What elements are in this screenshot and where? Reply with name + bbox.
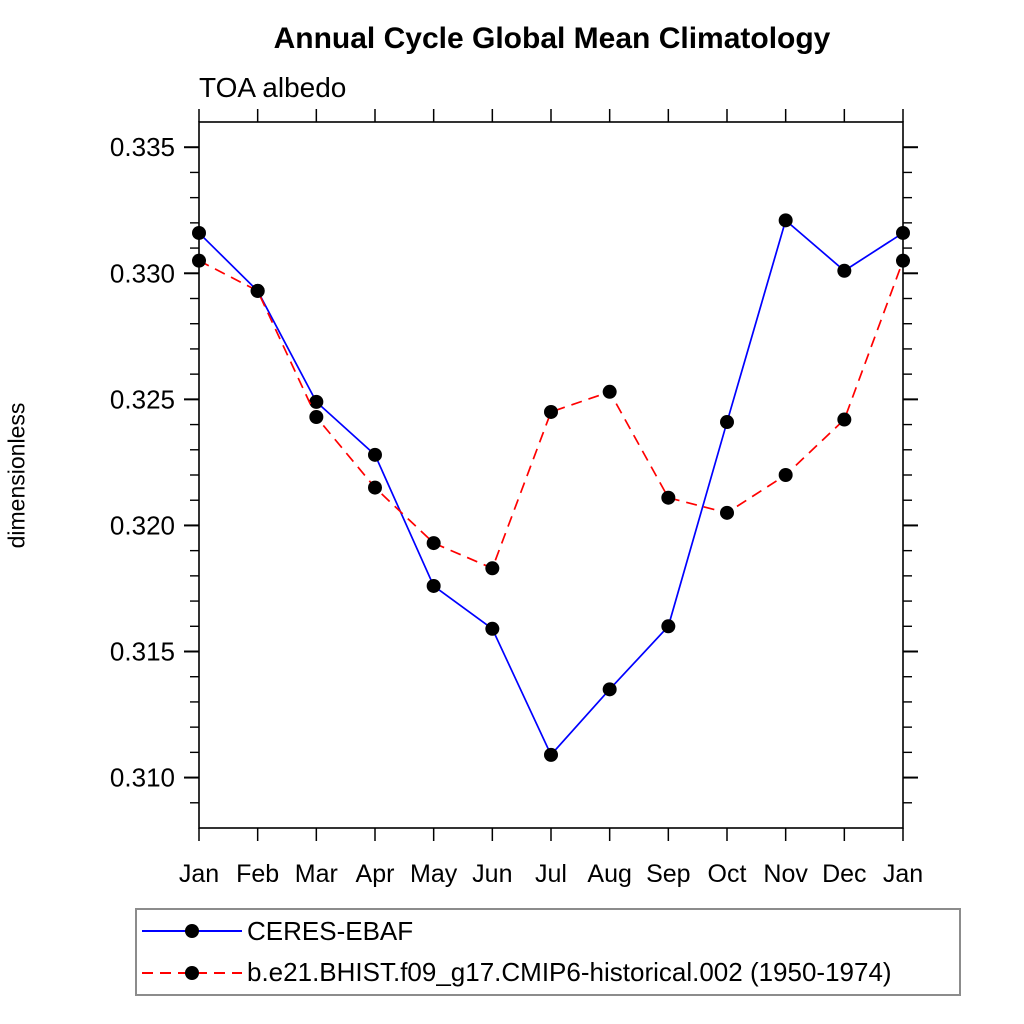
legend-label: CERES-EBAF (247, 915, 414, 946)
data-point-marker (309, 410, 324, 425)
x-tick-label: Jun (472, 860, 512, 888)
chart-title: Annual Cycle Global Mean Climatology (273, 22, 831, 55)
data-point-marker (192, 253, 206, 268)
x-tick-label: Apr (356, 860, 395, 888)
legend-swatch-dashed-line-icon (142, 965, 242, 980)
chart-subtitle: TOA albedo (199, 72, 347, 103)
data-point-marker (309, 394, 324, 409)
data-point-marker (426, 536, 441, 551)
data-point-marker (896, 225, 910, 240)
x-tick-label: Jan (883, 860, 923, 888)
data-point-marker (778, 468, 793, 482)
data-point-marker (661, 490, 676, 505)
data-point-marker (837, 263, 852, 278)
data-point-marker (837, 412, 852, 427)
data-point-marker (544, 747, 558, 762)
x-tick-label: Jan (179, 860, 219, 888)
y-tick-label: 0.330 (110, 258, 175, 288)
legend-item-ceres-ebaf: CERES-EBAF (137, 911, 959, 951)
x-tick-label: Aug (587, 860, 631, 888)
y-tick-label: 0.315 (110, 637, 175, 667)
data-point-marker (368, 447, 382, 462)
y-tick-label: 0.335 (110, 132, 175, 162)
y-tick-label: 0.310 (110, 763, 175, 793)
data-point-marker (485, 621, 500, 636)
data-point-marker (720, 415, 734, 430)
x-tick-label: Mar (295, 860, 338, 888)
legend-swatch-solid-line-icon (142, 924, 242, 939)
y-tick-label: 0.320 (110, 510, 175, 540)
x-tick-label: May (410, 860, 458, 888)
data-point-marker (544, 404, 558, 419)
data-point-marker (368, 480, 382, 495)
series-line-0 (198, 218, 904, 757)
legend-label: b.e21.BHIST.f09_g17.CMIP6-historical.002… (247, 957, 892, 988)
data-point-marker (661, 619, 676, 634)
legend-item-model: b.e21.BHIST.f09_g17.CMIP6-historical.002… (137, 953, 959, 993)
x-tick-label: Feb (236, 860, 279, 888)
data-point-marker (602, 384, 617, 399)
plot-frame (198, 121, 904, 829)
data-point-marker (896, 253, 910, 268)
data-point-marker (485, 561, 500, 576)
x-tick-label: Dec (822, 860, 866, 888)
data-point-marker (426, 578, 441, 593)
data-point-marker (720, 505, 734, 520)
data-point-marker (250, 283, 265, 298)
data-point-marker (192, 225, 206, 240)
data-point-marker (602, 682, 617, 697)
x-tick-label: Jul (535, 860, 567, 888)
y-tick-label: 0.325 (110, 384, 175, 414)
x-tick-label: Sep (646, 860, 690, 888)
x-tick-label: Oct (708, 860, 747, 888)
data-point-marker (778, 213, 793, 228)
legend: CERES-EBAF b.e21.BHIST.f09_g17.CMIP6-his… (135, 908, 961, 996)
x-tick-label: Nov (763, 860, 808, 888)
